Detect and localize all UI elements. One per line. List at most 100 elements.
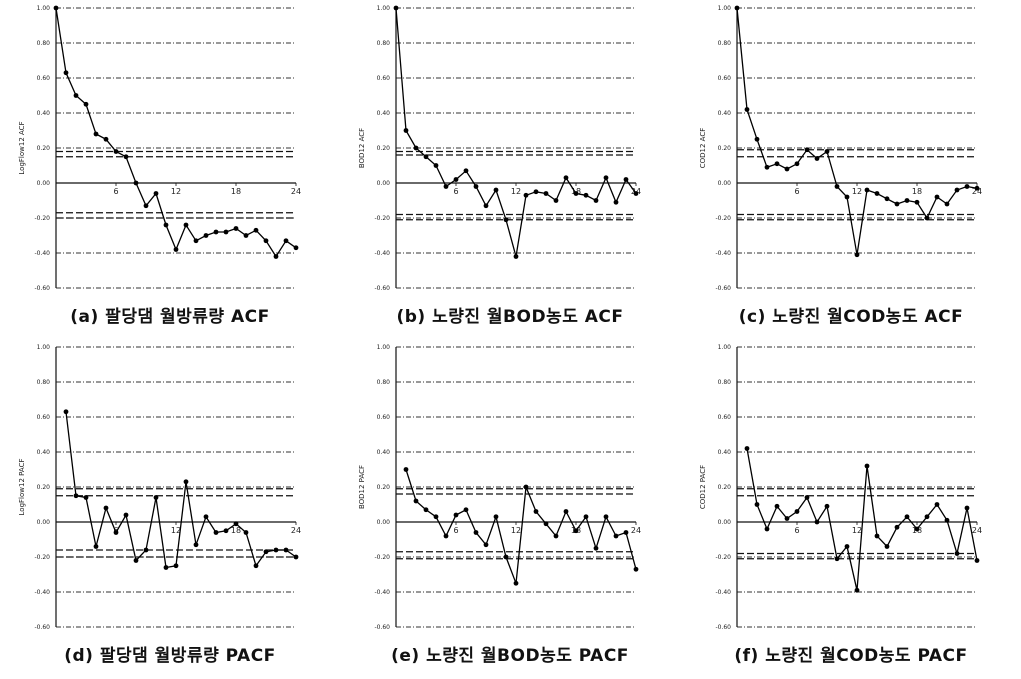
data-point xyxy=(603,514,609,520)
y-tick-label: 0.00 xyxy=(37,180,51,187)
chart-svg: 1.000.800.600.400.200.00-0.20-0.40-0.606… xyxy=(18,344,301,631)
data-point xyxy=(483,542,489,548)
data-point xyxy=(523,484,529,490)
y-tick-label: 0.20 xyxy=(37,484,51,491)
data-point xyxy=(764,164,770,170)
data-point xyxy=(533,189,539,195)
data-point xyxy=(864,187,870,193)
data-point xyxy=(483,203,489,209)
data-point xyxy=(293,554,299,560)
data-point xyxy=(113,149,119,154)
x-tick-label: 12 xyxy=(171,187,181,196)
y-tick-label: 0.20 xyxy=(718,484,732,491)
data-point xyxy=(543,521,549,527)
panel-f-cod-pacf: 1.00 0.80 0.60 0.40 0.20 0.00 -0.20 -0.40 -0.60 6… xyxy=(681,339,1021,678)
data-point xyxy=(623,177,629,182)
data-point xyxy=(784,166,790,172)
data-point xyxy=(253,227,259,233)
data-point xyxy=(593,545,599,551)
data-point xyxy=(203,233,209,238)
data-point xyxy=(573,528,579,534)
y-tick-label: -0.40 xyxy=(715,589,731,596)
y-tick-label: -0.20 xyxy=(34,215,50,222)
data-point xyxy=(754,136,760,142)
data-point xyxy=(874,191,880,196)
data-point xyxy=(774,161,780,167)
data-point xyxy=(774,503,780,509)
data-point xyxy=(563,175,569,181)
data-point xyxy=(804,147,810,153)
data-point xyxy=(183,222,189,228)
y-tick-label: 0.40 xyxy=(37,449,51,456)
data-point xyxy=(173,563,179,569)
y-axis-label: COD12 ACF xyxy=(699,128,707,169)
data-point xyxy=(113,530,119,535)
data-point xyxy=(824,149,830,154)
data-point xyxy=(163,565,169,570)
y-tick-label: 0.40 xyxy=(718,110,732,117)
data-point xyxy=(754,502,760,507)
y-tick-label: 0.80 xyxy=(718,379,732,386)
x-tick-label: 6 xyxy=(113,187,118,196)
data-point xyxy=(914,526,920,532)
data-point xyxy=(233,226,239,231)
y-tick-label: 0.00 xyxy=(37,519,51,526)
x-tick-label: 12 xyxy=(852,187,862,196)
y-tick-label: -0.40 xyxy=(374,250,390,257)
data-point xyxy=(974,558,980,563)
chart-svg: 1.000.800.600.400.200.00-0.20-0.40-0.606… xyxy=(699,344,982,631)
data-point xyxy=(884,196,890,202)
data-point xyxy=(203,514,209,520)
x-tick-label: 12 xyxy=(852,526,862,535)
panel-caption: (c) 노량진 월COD농도 ACF xyxy=(738,307,964,327)
y-tick-label: -0.20 xyxy=(34,554,50,561)
data-point xyxy=(874,533,880,539)
data-point xyxy=(453,512,459,518)
chart-svg: 1.000.800.600.400.200.00-0.20-0.40-0.606… xyxy=(18,5,301,292)
data-point xyxy=(503,554,509,560)
data-point xyxy=(583,514,589,520)
data-point xyxy=(153,495,159,500)
data-point xyxy=(173,247,179,252)
y-tick-label: 0.80 xyxy=(718,40,732,47)
x-tick-label: 12 xyxy=(511,187,521,196)
data-point xyxy=(433,514,439,520)
y-tick-label: 0.40 xyxy=(377,110,391,117)
data-point xyxy=(283,547,289,553)
data-point xyxy=(954,187,960,193)
chart-svg: 1.000.800.600.400.200.00-0.20-0.40-0.606… xyxy=(358,344,641,631)
data-point xyxy=(613,199,619,205)
y-tick-label: 1.00 xyxy=(718,344,732,351)
data-point xyxy=(423,507,429,513)
y-tick-label: -0.20 xyxy=(715,215,731,222)
y-axis-label: BOD12 PACF xyxy=(358,465,366,509)
panel-d-flow-pacf: 1.000.800.600.400.200.00-0.20-0.40-0.606… xyxy=(0,339,340,678)
panel-caption: (a) 팔당댐 월방류량 ACF xyxy=(70,307,270,327)
data-point xyxy=(223,528,229,534)
y-axis-label: BOD12 ACF xyxy=(358,128,366,168)
y-tick-label: 1.00 xyxy=(377,344,391,351)
data-point xyxy=(143,547,149,553)
x-tick-label: 24 xyxy=(291,526,301,535)
data-point xyxy=(814,519,820,525)
y-tick-label: 0.20 xyxy=(377,484,391,491)
x-tick-label: 6 xyxy=(453,526,458,535)
y-tick-label: 1.00 xyxy=(718,5,732,12)
panel-caption: (f) 노량진 월COD농도 PACF xyxy=(734,646,968,666)
data-point xyxy=(854,587,860,593)
data-point xyxy=(183,479,189,485)
data-point xyxy=(784,516,790,521)
y-tick-label: 0.80 xyxy=(377,379,391,386)
y-tick-label: 0.60 xyxy=(37,75,51,82)
panel-c-cod-acf: 1.00 0.80 0.60 0.40 0.20 0.00 -0.20 -0.40 -0.60 6… xyxy=(681,0,1021,339)
data-point xyxy=(413,498,419,504)
y-tick-label: 0.40 xyxy=(377,449,391,456)
data-point xyxy=(764,526,770,532)
y-tick-label: 0.60 xyxy=(37,414,51,421)
data-point xyxy=(283,238,289,244)
y-axis-label: LogFlow12 ACF xyxy=(18,121,26,174)
y-tick-label: 0.60 xyxy=(718,414,732,421)
data-point xyxy=(223,229,229,235)
data-point xyxy=(824,503,830,509)
